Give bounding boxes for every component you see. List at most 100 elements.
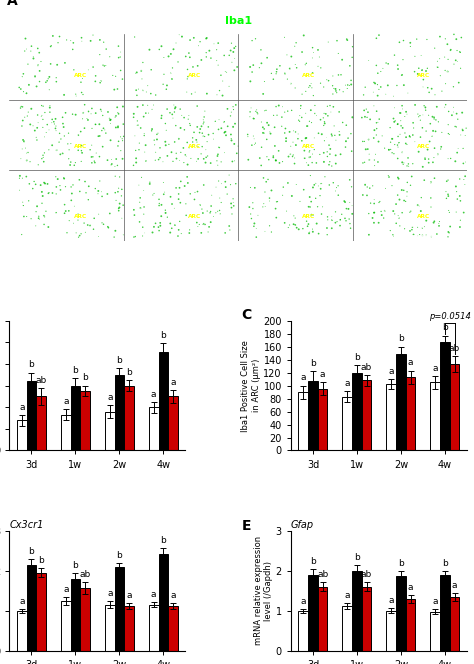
Point xyxy=(346,175,354,185)
Point xyxy=(459,125,466,135)
Point xyxy=(76,186,83,197)
Point xyxy=(408,224,416,235)
Point xyxy=(415,63,423,74)
Text: ab: ab xyxy=(317,570,328,579)
Point xyxy=(386,122,394,133)
Point xyxy=(44,179,51,189)
Point xyxy=(305,147,313,157)
Point xyxy=(106,51,114,62)
Point xyxy=(324,110,332,121)
Bar xyxy=(168,606,178,651)
Point xyxy=(155,194,163,205)
Point xyxy=(156,220,164,231)
Point xyxy=(114,141,122,151)
Point xyxy=(417,115,424,125)
Point xyxy=(87,36,94,46)
Point xyxy=(224,104,231,114)
Point xyxy=(247,213,255,224)
Bar xyxy=(159,352,168,450)
Point xyxy=(253,232,260,242)
Point xyxy=(23,44,30,54)
Point xyxy=(324,101,331,112)
Point xyxy=(422,66,430,76)
Point xyxy=(367,198,374,208)
Point xyxy=(115,41,122,51)
Point xyxy=(71,160,78,171)
Point xyxy=(168,223,175,234)
Point xyxy=(339,117,346,127)
Point xyxy=(66,159,74,170)
Point xyxy=(18,71,26,82)
Point xyxy=(166,218,174,229)
Point xyxy=(39,150,47,161)
Point xyxy=(399,123,406,133)
Point xyxy=(217,70,225,80)
Point xyxy=(230,65,238,76)
Point xyxy=(456,174,464,185)
Point xyxy=(376,196,383,207)
Text: ARC: ARC xyxy=(417,214,430,219)
Text: ARC: ARC xyxy=(74,214,87,219)
Point xyxy=(370,77,378,88)
Point xyxy=(447,45,454,56)
Point xyxy=(300,185,308,195)
Point xyxy=(69,179,77,190)
Point xyxy=(438,127,446,137)
Point xyxy=(414,222,421,232)
Text: HFD+BE: HFD+BE xyxy=(9,187,18,222)
Point xyxy=(390,206,397,216)
Point xyxy=(193,137,201,147)
Point xyxy=(286,127,293,137)
Point xyxy=(436,216,443,227)
Point xyxy=(394,172,401,183)
Point xyxy=(160,189,167,200)
Text: a: a xyxy=(19,597,25,606)
Point xyxy=(133,90,141,101)
Point xyxy=(335,190,342,201)
Point xyxy=(441,102,448,112)
Point xyxy=(431,173,438,183)
Point xyxy=(456,47,464,58)
Point xyxy=(457,129,465,140)
Point xyxy=(150,188,158,199)
Point xyxy=(444,39,451,50)
Point xyxy=(41,147,48,158)
Point xyxy=(97,104,104,115)
Bar xyxy=(115,568,124,651)
Point xyxy=(335,70,342,80)
Point xyxy=(420,100,428,111)
Bar xyxy=(440,576,450,651)
Point xyxy=(207,207,214,217)
Point xyxy=(460,158,467,169)
Point xyxy=(79,114,86,124)
Point xyxy=(94,189,102,199)
Point xyxy=(221,66,229,77)
Point xyxy=(147,88,155,99)
Point xyxy=(155,198,163,208)
Point xyxy=(186,35,194,45)
Point xyxy=(435,218,443,229)
Point xyxy=(25,195,32,206)
Point xyxy=(203,33,210,43)
Point xyxy=(223,67,230,78)
Point xyxy=(102,44,110,54)
Point xyxy=(441,52,448,62)
Point xyxy=(433,228,441,239)
Point xyxy=(454,194,461,205)
Point xyxy=(39,191,46,201)
Point xyxy=(253,104,260,115)
Point xyxy=(266,127,273,137)
Point xyxy=(290,219,297,230)
Text: 3V: 3V xyxy=(138,208,145,213)
Point xyxy=(201,131,209,142)
Point xyxy=(230,201,237,211)
Point xyxy=(421,153,428,163)
Point xyxy=(100,219,107,230)
Bar xyxy=(36,396,46,450)
Point xyxy=(48,118,55,128)
Point xyxy=(221,177,229,187)
Point xyxy=(31,71,39,82)
Point xyxy=(142,140,149,151)
Point xyxy=(303,121,310,131)
Point xyxy=(434,62,441,72)
